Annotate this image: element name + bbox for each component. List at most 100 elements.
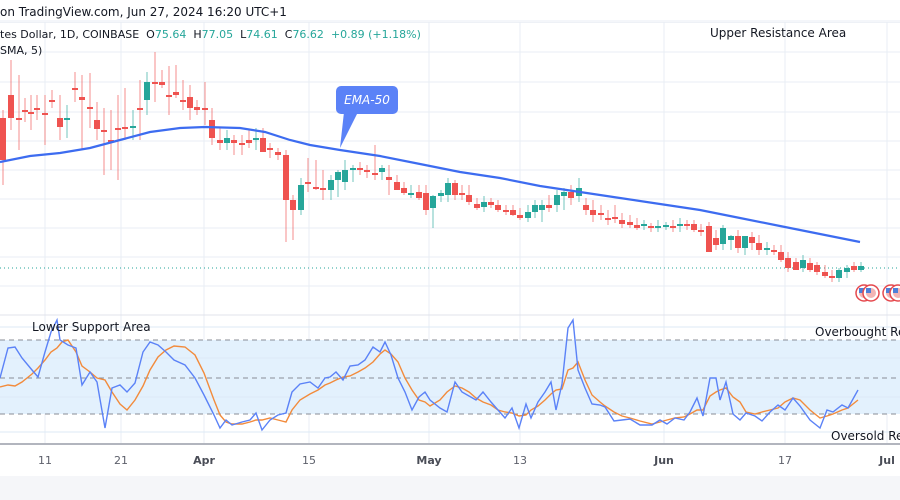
candle-down <box>648 226 654 228</box>
candle-up <box>445 183 451 195</box>
candle-up <box>335 172 341 180</box>
candle-up <box>224 138 230 143</box>
candle-down <box>401 188 407 193</box>
candle-down <box>851 266 857 270</box>
candle-down <box>42 113 48 115</box>
candle-down <box>612 217 618 219</box>
time-tick: 17 <box>778 454 792 467</box>
candle-down <box>698 230 704 232</box>
candle-down <box>634 225 640 228</box>
rsi-sma-line <box>0 339 859 425</box>
candle-down <box>22 110 28 112</box>
ema-callout-pointer <box>340 112 358 148</box>
candle-down <box>590 210 596 215</box>
candle-down <box>452 183 458 195</box>
candle-up <box>663 225 669 227</box>
candle-up <box>728 236 734 240</box>
candle-up <box>438 193 444 196</box>
high-value: 77.05 <box>201 28 234 41</box>
candle-up <box>342 170 348 182</box>
candle-up <box>561 192 567 196</box>
candle-down <box>152 82 158 84</box>
lower-support-label: Lower Support Area <box>32 320 151 334</box>
candle-down <box>305 182 311 184</box>
candle-down <box>568 192 574 198</box>
candle-down <box>8 95 14 118</box>
candle-up <box>298 185 304 210</box>
candle-up <box>253 138 259 140</box>
time-tick: 15 <box>302 454 316 467</box>
candle-down <box>57 118 63 127</box>
close-value: 76.62 <box>292 28 324 41</box>
candle-down <box>34 108 40 110</box>
candle-up <box>800 260 806 268</box>
candle-down <box>283 155 289 200</box>
time-tick: 21 <box>114 454 128 467</box>
candle-up <box>350 168 356 170</box>
time-axis[interactable]: 11 21 Apr 15 May 13 Jun 17 Jul <box>0 443 900 477</box>
candle-down <box>386 177 392 180</box>
candle-down <box>101 130 107 132</box>
candle-down <box>459 193 465 195</box>
candle-down <box>749 237 755 243</box>
candle-up <box>539 205 545 210</box>
candle-down <box>605 218 611 220</box>
candle-down <box>466 195 472 202</box>
symbol-legend: tes Dollar, 1D, COINBASE O75.64 H77.05 L… <box>0 28 421 41</box>
candle-down <box>217 140 223 143</box>
candle-up <box>481 202 487 207</box>
candle-up <box>130 126 136 128</box>
candle-down <box>290 200 296 210</box>
candle-down <box>713 238 719 245</box>
candle-down <box>364 170 370 172</box>
candle-down <box>488 202 494 205</box>
candle-down <box>670 226 676 228</box>
indicator-legend: SMA, 5) <box>0 44 43 57</box>
time-tick: 11 <box>38 454 52 467</box>
candle-down <box>72 88 78 90</box>
ema-50-line <box>0 125 861 244</box>
high-label: H <box>193 28 202 41</box>
candle-down <box>372 173 378 175</box>
open-label: O <box>146 28 155 41</box>
candle-down <box>735 236 741 248</box>
candle-down <box>706 226 712 252</box>
candle-down <box>517 215 523 218</box>
us-flag-event-icon <box>893 288 898 293</box>
candle-down <box>209 120 215 138</box>
candle-down <box>173 92 179 95</box>
oversold-label: Oversold Reg <box>831 429 900 443</box>
rsi-line <box>0 317 859 432</box>
overbought-label: Overbought Reg <box>815 325 900 339</box>
change-value: +0.89 (+1.18%) <box>330 28 421 41</box>
ema-50-callout[interactable]: EMA-50 <box>336 86 398 114</box>
candle-down <box>598 213 604 215</box>
candle-down <box>495 205 501 210</box>
candle-down <box>619 220 625 224</box>
candle-up <box>554 195 560 205</box>
candle-down <box>474 204 480 208</box>
candle-down <box>94 120 100 129</box>
candle-down <box>180 100 186 102</box>
candle-up <box>144 82 150 100</box>
candle-up <box>677 224 683 226</box>
candle-down <box>115 128 121 130</box>
published-line: on TradingView.com, Jun 27, 2024 16:20 U… <box>0 5 287 19</box>
candle-down <box>187 97 193 108</box>
candle-down <box>108 140 114 142</box>
candle-down <box>275 152 281 155</box>
candle-down <box>510 210 516 215</box>
candle-down <box>807 263 813 270</box>
candle-up <box>379 168 385 172</box>
candle-down <box>313 187 319 189</box>
publisher-header: on TradingView.com, Jun 27, 2024 16:20 U… <box>0 0 900 23</box>
candle-down <box>583 205 589 210</box>
candle-down <box>246 140 252 143</box>
candle-down <box>49 100 55 102</box>
candle-down <box>785 258 791 268</box>
chart-canvas[interactable] <box>0 0 900 445</box>
candle-up <box>408 193 414 195</box>
candle-down <box>267 148 273 150</box>
symbol-description: tes Dollar, 1D, COINBASE <box>0 28 140 41</box>
time-tick: May <box>416 454 442 467</box>
